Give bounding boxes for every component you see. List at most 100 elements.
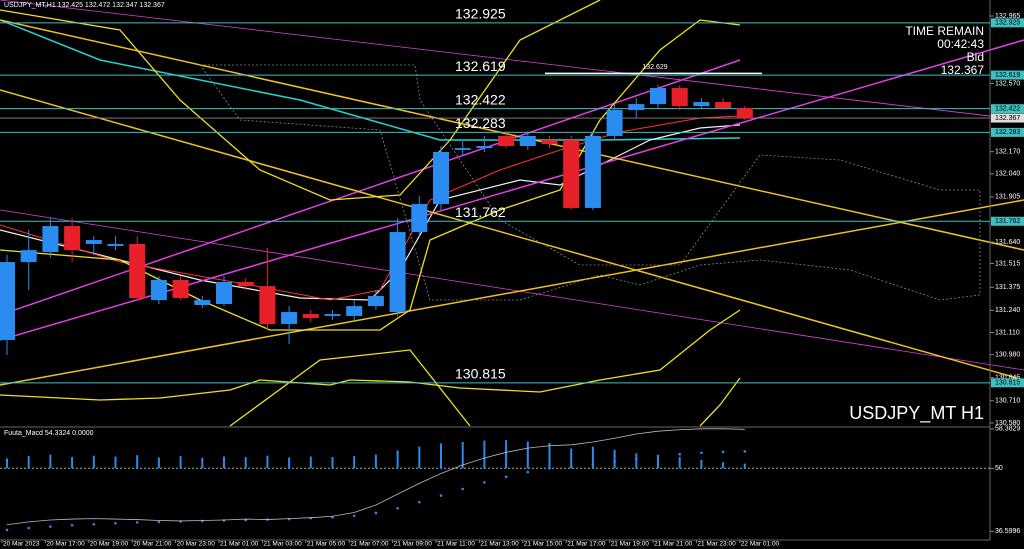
x-tick-label: 21 Mar 19:00 — [611, 541, 650, 548]
x-tick-label: 21 Mar 17:00 — [567, 541, 606, 548]
bollinger-band — [229, 349, 471, 427]
macd-bar — [635, 453, 638, 469]
x-tick-label: 21 Mar 01:00 — [220, 541, 259, 548]
y-tick-label: 132.570 — [995, 80, 1020, 87]
macd-bar — [591, 446, 594, 469]
bollinger-band — [0, 19, 741, 331]
macd-signal-dot — [114, 522, 117, 525]
candle-body — [259, 286, 276, 324]
candle-body — [693, 102, 710, 107]
bid-tag — [991, 113, 1024, 123]
macd-signal-dot — [700, 451, 703, 455]
candle-body — [150, 279, 167, 301]
macd-signal-dot — [222, 519, 226, 522]
level-tag — [991, 378, 1024, 388]
macd-signal-dot — [439, 494, 443, 497]
macd-bar — [157, 457, 160, 469]
trend-line — [0, 39, 1024, 341]
macd-bar — [244, 457, 247, 469]
x-tick-label: 21 Mar 21:00 — [654, 541, 693, 548]
x-tick-label: 21 Mar 23:00 — [697, 541, 736, 548]
y-tick-label: 132.040 — [995, 171, 1020, 178]
level-label: 132.619 — [455, 58, 506, 74]
macd-signal-dot — [635, 457, 638, 461]
level-label: 132.422 — [455, 91, 506, 107]
macd-bar — [201, 457, 204, 469]
macd-signal-dot — [287, 517, 291, 521]
level-tag — [991, 70, 1024, 80]
macd-bar — [331, 457, 334, 469]
candle-body — [0, 262, 15, 341]
macd-bar — [461, 441, 464, 469]
macd-signal-dot — [591, 463, 595, 466]
x-tick-label: 21 Mar 13:00 — [480, 541, 519, 548]
level-tag-label: 131.762 — [995, 218, 1020, 225]
x-tick-label: 21 Mar 09:00 — [394, 541, 433, 548]
level-label: 130.815 — [455, 366, 506, 382]
macd-bar — [179, 456, 182, 469]
x-tick-label: 21 Mar 05:00 — [307, 541, 346, 548]
y-tick-label: 131.110 — [995, 329, 1020, 336]
candle-body — [541, 140, 558, 144]
moving-average — [0, 19, 741, 141]
level-tag-label: 132.283 — [995, 129, 1020, 136]
candle-body — [519, 135, 536, 147]
macd-signal-dot — [483, 481, 486, 484]
macd-signal-dot — [504, 475, 508, 479]
macd-bar — [27, 456, 30, 469]
macd-bar — [71, 457, 74, 469]
macd-signal-dot — [548, 467, 551, 470]
macd-bar — [136, 455, 139, 469]
level-label: 132.283 — [455, 115, 506, 131]
y-tick-label: 130.980 — [995, 352, 1020, 359]
macd-signal-dot — [70, 523, 74, 527]
macd-bar — [223, 456, 225, 469]
level-tag — [991, 18, 1024, 28]
level-tag-label: 132.925 — [995, 20, 1020, 27]
y-tick-label: 131.905 — [995, 194, 1020, 201]
macd-signal-dot — [613, 460, 616, 464]
y-tick-label: 130.710 — [995, 398, 1020, 405]
candle-body — [20, 250, 37, 263]
macd-bar — [309, 456, 312, 469]
macd-bar — [548, 442, 551, 469]
bollinger-band — [0, 309, 741, 401]
x-tick-label: 22 Mar 01:00 — [741, 541, 780, 548]
macd-bar — [678, 457, 681, 469]
candle-body — [107, 243, 124, 247]
ichimoku-cloud — [199, 64, 981, 301]
y-tick-label: 130.845 — [995, 375, 1020, 382]
level-tag — [991, 104, 1024, 114]
macd-signal-dot — [656, 454, 660, 458]
candle-body — [281, 312, 298, 324]
macd-bar — [6, 458, 8, 469]
macd-bar — [526, 441, 529, 469]
macd-signal-dot — [526, 470, 530, 474]
bid-tag-label: 132.367 — [995, 115, 1020, 122]
macd-bar — [92, 455, 95, 469]
macd-bar — [418, 446, 421, 469]
time-remain: 00:42:43 — [937, 37, 984, 51]
candle-body — [85, 240, 102, 244]
macd-bar — [374, 454, 377, 469]
macd-signal-dot — [374, 511, 378, 515]
candle-body — [628, 104, 645, 111]
bid-label: Bid — [967, 50, 984, 64]
macd-bar — [114, 456, 117, 469]
x-tick-label: 20 Mar 21:00 — [133, 541, 172, 548]
macd-y-tick-label: 36.5996 — [995, 528, 1020, 535]
level-tag — [991, 127, 1024, 137]
trend-line — [0, 199, 1024, 386]
x-tick-label: 21 Mar 03:00 — [263, 541, 302, 548]
macd-signal-dot — [352, 514, 356, 518]
macd-signal-dot — [49, 525, 52, 528]
y-tick-label: 131.640 — [995, 239, 1020, 246]
trend-line — [0, 59, 741, 316]
candle-body — [367, 295, 384, 307]
candle-body — [411, 204, 428, 233]
candle-body — [671, 88, 688, 107]
candle-body — [237, 282, 254, 287]
macd-line — [6, 428, 745, 526]
